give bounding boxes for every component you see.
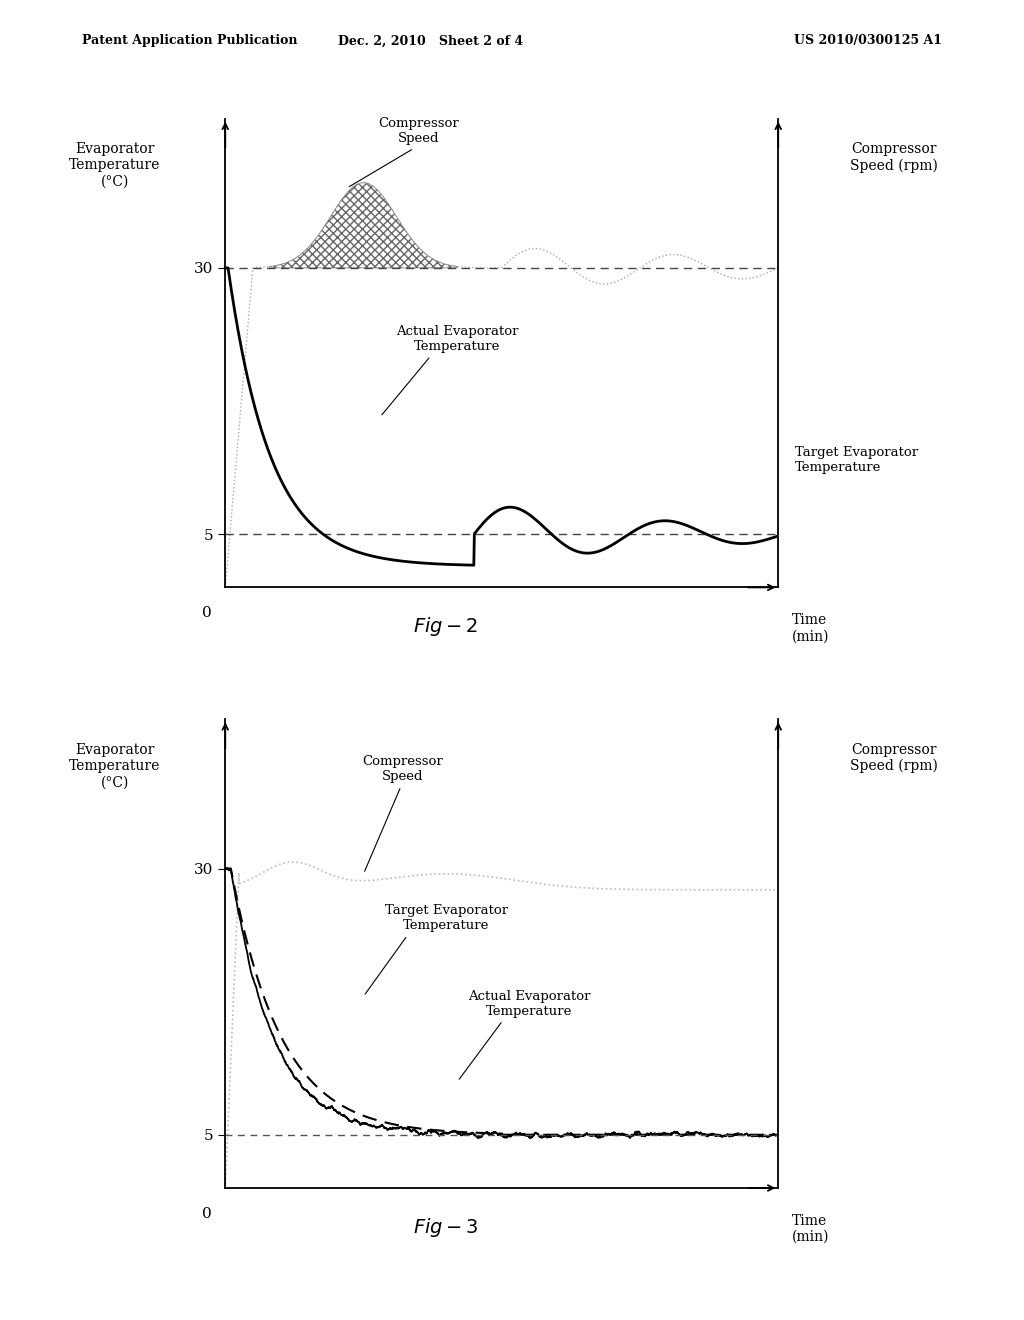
Text: Patent Application Publication: Patent Application Publication <box>82 34 297 48</box>
Text: Evaporator
Temperature
(°C): Evaporator Temperature (°C) <box>69 143 161 189</box>
Text: Compressor
Speed (rpm): Compressor Speed (rpm) <box>850 743 938 774</box>
Text: Time
(min): Time (min) <box>793 614 829 643</box>
Text: Target Evaporator
Temperature: Target Evaporator Temperature <box>795 446 918 474</box>
Text: 0: 0 <box>202 606 211 620</box>
Text: Compressor
Speed (rpm): Compressor Speed (rpm) <box>850 143 938 173</box>
Text: Compressor
Speed: Compressor Speed <box>349 117 459 186</box>
Text: Time
(min): Time (min) <box>793 1214 829 1243</box>
Text: Compressor
Speed: Compressor Speed <box>361 755 442 871</box>
Text: US 2010/0300125 A1: US 2010/0300125 A1 <box>794 34 942 48</box>
Text: 0: 0 <box>202 1206 211 1221</box>
Text: $\mathit{Fig-2}$: $\mathit{Fig-2}$ <box>413 615 478 638</box>
Text: Evaporator
Temperature
(°C): Evaporator Temperature (°C) <box>69 743 161 789</box>
Text: Target Evaporator
Temperature: Target Evaporator Temperature <box>366 904 508 994</box>
Text: Actual Evaporator
Temperature: Actual Evaporator Temperature <box>382 325 519 414</box>
Text: $\mathit{Fig-3}$: $\mathit{Fig-3}$ <box>413 1216 478 1238</box>
Text: Dec. 2, 2010   Sheet 2 of 4: Dec. 2, 2010 Sheet 2 of 4 <box>338 34 522 48</box>
Text: Actual Evaporator
Temperature: Actual Evaporator Temperature <box>459 990 591 1080</box>
